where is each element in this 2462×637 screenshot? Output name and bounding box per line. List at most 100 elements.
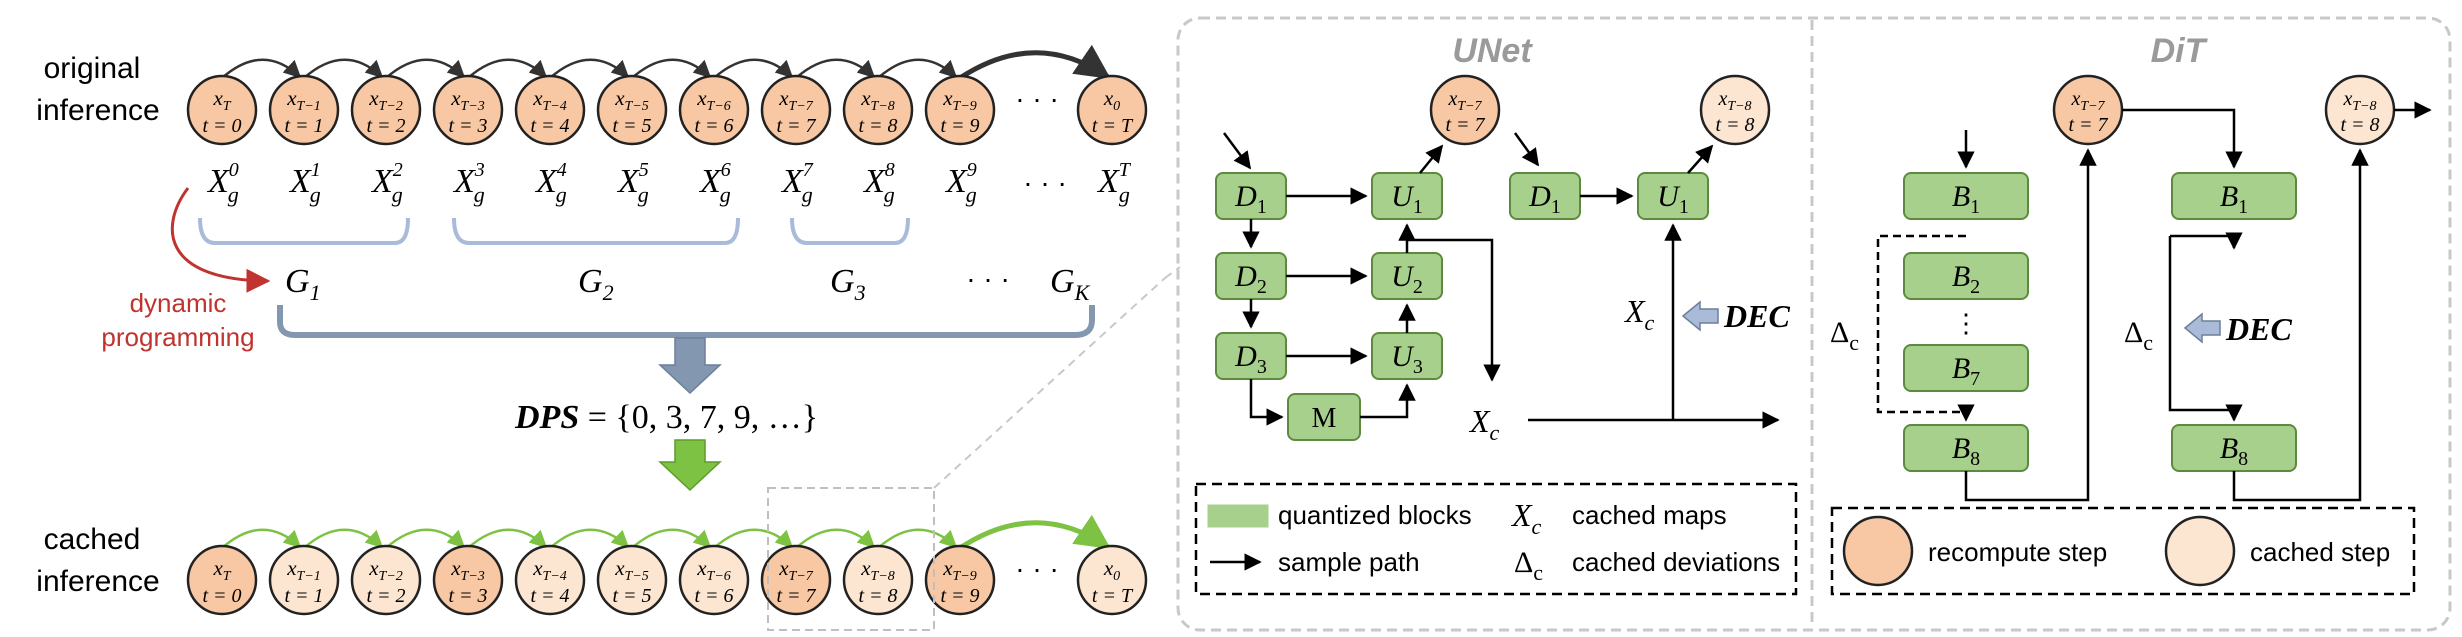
svg-text:t = 6: t = 6	[694, 585, 733, 607]
dit-delta-label-left: Δc	[1830, 316, 1859, 355]
svg-text:t = 7: t = 7	[2068, 114, 2108, 136]
unet-dec-arrow	[1681, 300, 1719, 332]
svg-text:U2: U2	[1391, 260, 1423, 298]
unet-arrows	[1222, 132, 1780, 429]
unet-block-d1-cached: D1	[1509, 172, 1581, 220]
xg-label-6: X6 g	[698, 159, 731, 207]
legend-recompute-label: recompute step	[1928, 537, 2107, 567]
svg-text:t = 9: t = 9	[940, 115, 979, 137]
xg-label-7: X7 g	[780, 159, 814, 207]
left-panel: original inference cached inference xTt …	[36, 44, 1181, 631]
right-panel-border	[1176, 16, 2452, 632]
unet-xc-label-bottom: Xc	[1468, 403, 1500, 445]
svg-text:x0: x0	[1103, 86, 1120, 114]
cached-node-0: xTt = 0	[186, 544, 258, 616]
svg-text:t = 6: t = 6	[694, 115, 733, 137]
original-node-1: xT−1t = 1	[268, 74, 340, 146]
unet-title: UNet	[1452, 32, 1533, 70]
svg-text:xT−5: xT−5	[614, 556, 649, 584]
legend-delta-label: cached deviations	[1572, 547, 1780, 577]
dit-section: DiT B1 B2 B7 B8 B1 B	[1830, 32, 2432, 502]
cached-node-7: xT−7t = 7	[760, 544, 832, 616]
dit-block-b7: B7	[1903, 344, 2029, 392]
cached-node-1: xT−1t = 1	[268, 544, 340, 616]
group-label-1: G1	[285, 263, 321, 305]
cached-arc-1	[303, 528, 384, 549]
unet-block-d1: D1	[1215, 172, 1287, 220]
svg-text:xT−9: xT−9	[942, 86, 977, 114]
svg-text:xT−6: xT−6	[696, 86, 731, 114]
unet-block-m: M	[1287, 393, 1361, 441]
svg-text:t = T: t = T	[1092, 115, 1134, 137]
svg-text:xT−7: xT−7	[1447, 88, 1482, 114]
original-arc-7	[795, 58, 876, 79]
svg-text:xT−8: xT−8	[2342, 88, 2376, 114]
svg-text:xT−1: xT−1	[286, 556, 321, 584]
cached-arc-2	[385, 528, 466, 549]
cached-node-8: xT−8t = 8	[842, 544, 914, 616]
svg-text:U1: U1	[1391, 180, 1423, 218]
svg-text:xT−2: xT−2	[368, 86, 403, 114]
legend-cached-label: cached step	[2250, 537, 2390, 567]
cached-node-4: xT−4t = 4	[514, 544, 586, 616]
group-bracket-3	[790, 217, 910, 245]
cached-node-6: xT−6t = 6	[678, 544, 750, 616]
zoom-highlight-box	[767, 487, 935, 631]
down-arrow-gray	[658, 337, 722, 395]
svg-text:t = 8: t = 8	[1715, 114, 1754, 136]
big-bracket	[277, 305, 1095, 338]
original-arc-6	[713, 58, 794, 79]
unet-block-u1-cached: U1	[1637, 172, 1709, 220]
svg-text:t = 7: t = 7	[1445, 114, 1485, 136]
unet-xc-label-side: Xc	[1623, 293, 1655, 335]
xg-label-4: X4 g	[534, 159, 567, 207]
original-arc-3	[467, 58, 548, 79]
xg-label-5: X5 g	[616, 159, 649, 207]
svg-text:U1: U1	[1657, 180, 1689, 218]
zoom-line	[933, 277, 1166, 489]
unet-block-d3: D3	[1215, 332, 1287, 380]
original-label-line2: inference	[36, 94, 159, 127]
dit-vertical-ellipsis: ⋮	[1953, 308, 1979, 338]
cached-node-last: x0t = T	[1076, 544, 1148, 616]
unet-block-d2: D2	[1215, 252, 1287, 300]
original-inference-nodes: xTt = 0xT−1t = 1xT−2t = 2xT−3t = 3xT−4t …	[186, 74, 1148, 146]
svg-text:t = 3: t = 3	[448, 115, 487, 137]
unet-block-u3: U3	[1371, 332, 1443, 380]
svg-text:B1: B1	[1952, 180, 1980, 218]
group-bracket-2	[452, 217, 740, 245]
svg-text:xT: xT	[212, 86, 231, 114]
svg-text:xT−1: xT−1	[286, 86, 321, 114]
svg-text:t = 7: t = 7	[776, 585, 816, 607]
cached-inference-nodes: xTt = 0xT−1t = 1xT−2t = 2xT−3t = 3xT−4t …	[186, 544, 1148, 616]
original-transition-arcs	[221, 44, 1111, 81]
svg-text:t = 4: t = 4	[530, 585, 569, 607]
dit-dec-arrow	[2183, 312, 2221, 344]
svg-text:xT−3: xT−3	[450, 86, 485, 114]
svg-text:xT−2: xT−2	[368, 556, 403, 584]
svg-text:B8: B8	[1952, 432, 1980, 470]
dp-label-line1: dynamic	[130, 288, 227, 318]
original-node-4: xT−4t = 4	[514, 74, 586, 146]
group-bracket-1	[198, 217, 410, 245]
svg-text:M: M	[1312, 403, 1337, 434]
dit-block-b1-cached: B1	[2171, 172, 2297, 220]
svg-text:t = 5: t = 5	[612, 115, 651, 137]
svg-text:xT−9: xT−9	[942, 556, 977, 584]
original-node-7: xT−7t = 7	[760, 74, 832, 146]
cached-node-2: xT−2t = 2	[350, 544, 422, 616]
svg-text:t = 3: t = 3	[448, 585, 487, 607]
group-label-2: G2	[578, 263, 614, 305]
xg-label-3: X3 g	[452, 159, 485, 207]
dp-arrow	[170, 187, 271, 293]
legend-recompute-swatch	[1842, 515, 1914, 587]
cached-arc-7	[795, 528, 876, 549]
xg-label-8: X8 g	[862, 159, 895, 207]
original-arc-8	[877, 58, 958, 79]
svg-text:xT−8: xT−8	[860, 86, 895, 114]
legend-delta-symbol: Δc	[1514, 546, 1543, 585]
cached-transition-arcs	[221, 514, 1111, 551]
original-arc-1	[303, 58, 384, 79]
xg-labels: X0 g X1 g X2 g X3 g X4 g X5 g X6 g X7 g X8 g X9 g XT g	[206, 159, 1132, 207]
svg-text:D3: D3	[1234, 340, 1267, 378]
